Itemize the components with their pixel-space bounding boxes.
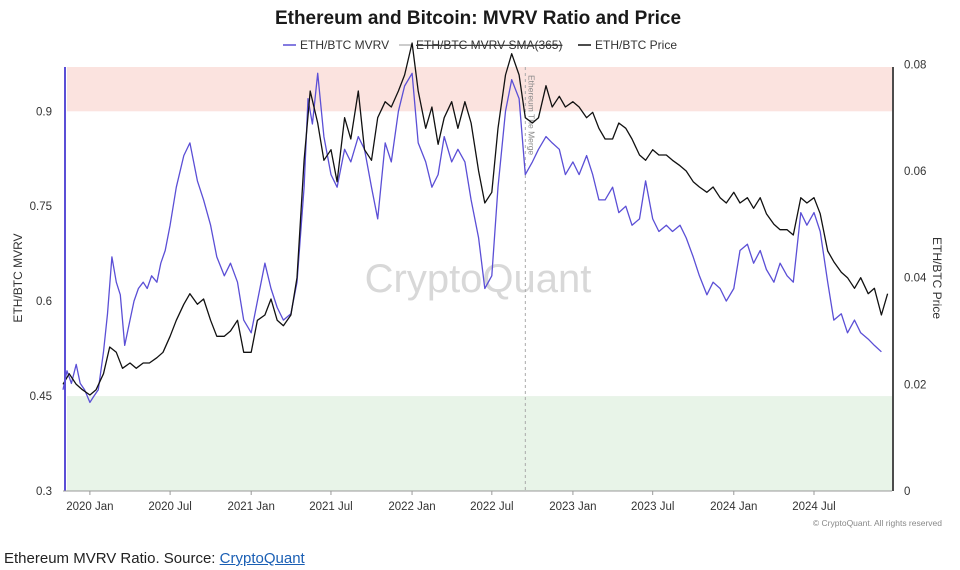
zone-band-1: [67, 396, 892, 491]
x-tick-label-1: 2020 Jul: [148, 501, 191, 513]
merge-label: Ethereum The Merge: [526, 75, 536, 155]
legend-label-2: ETH/BTC Price: [595, 38, 677, 52]
chart-legend: ETH/BTC MVRV ETH/BTC MVRV SMA(365) ETH/BTC…: [283, 38, 677, 52]
left-tick-label-0: 0.3: [36, 486, 52, 498]
chart-axes: 0.3 0.45 0.6 0.75 0.9 0 0.02 0.04 0.06 0.08 2020 J…: [30, 59, 927, 513]
watermark-text: CryptoQuant: [365, 257, 592, 301]
left-tick-label-1: 0.45: [30, 391, 52, 403]
right-tick-label-2: 0.04: [904, 273, 927, 285]
source-link[interactable]: CryptoQuant: [219, 550, 305, 567]
left-axis-title: ETH/BTC MVRV: [11, 233, 25, 322]
chart-title: Ethereum and Bitcoin: MVRV Ratio and Pri…: [275, 8, 681, 29]
right-tick-label-4: 0.08: [904, 59, 926, 71]
series-layer: [62, 42, 889, 404]
merge-annotation: Ethereum The Merge: [524, 67, 536, 491]
x-tick-label-9: 2024 Jul: [792, 501, 835, 513]
x-tick-label-7: 2023 Jul: [631, 501, 674, 513]
x-tick-label-5: 2022 Jul: [470, 501, 513, 513]
caption-text: Ethereum MVRV Ratio. Source:: [4, 550, 220, 567]
x-tick-label-3: 2021 Jul: [309, 501, 352, 513]
legend-label-0: ETH/BTC MVRV: [300, 38, 389, 52]
right-tick-label-0: 0: [904, 486, 910, 498]
left-tick-label-3: 0.75: [30, 201, 52, 213]
x-tick-label-0: 2020 Jan: [66, 501, 113, 513]
right-axis-title: ETH/BTC Price: [930, 237, 944, 319]
x-tick-label-2: 2021 Jan: [228, 501, 275, 513]
figure-caption: Ethereum MVRV Ratio. Source: CryptoQuant: [4, 550, 305, 567]
zone-bands: [67, 67, 892, 491]
left-tick-label-4: 0.9: [36, 106, 52, 118]
x-tick-label-8: 2024 Jan: [710, 501, 757, 513]
mvrv-chart: Ethereum and Bitcoin: MVRV Ratio and Pri…: [11, 8, 944, 528]
right-tick-label-3: 0.06: [904, 166, 926, 178]
left-tick-label-2: 0.6: [36, 296, 52, 308]
x-tick-label-4: 2022 Jan: [388, 501, 435, 513]
right-tick-label-1: 0.02: [904, 379, 926, 391]
copyright-text: © CryptoQuant. All rights reserved: [813, 518, 942, 528]
zone-band-0: [67, 67, 892, 112]
series-line-2: [62, 42, 889, 396]
series-line-0: [62, 72, 882, 404]
x-tick-label-6: 2023 Jan: [549, 501, 596, 513]
legend-label-1: ETH/BTC MVRV SMA(365): [416, 38, 562, 52]
